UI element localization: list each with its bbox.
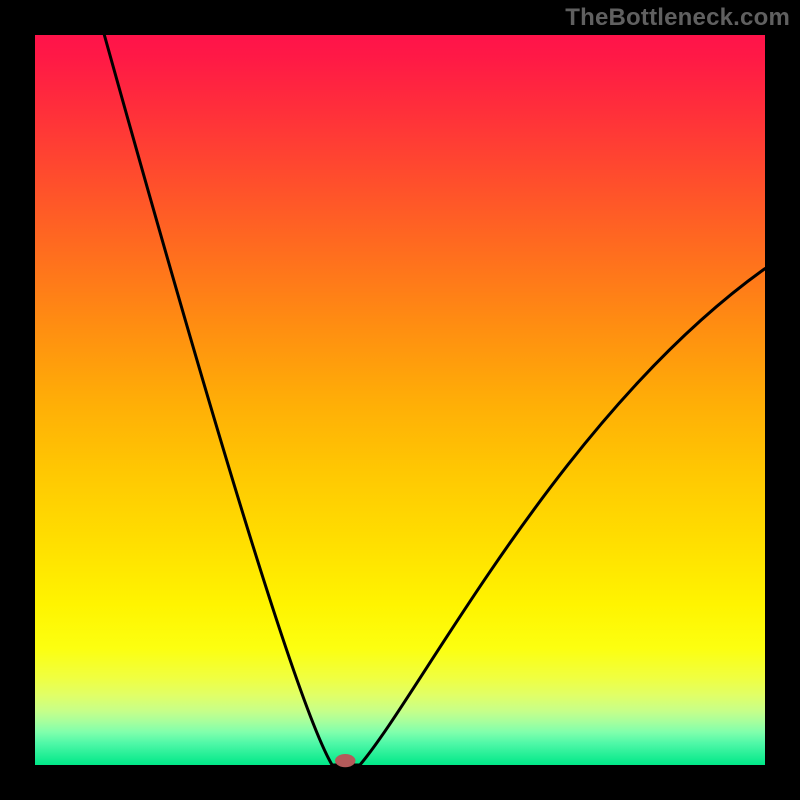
minimum-marker bbox=[335, 754, 355, 767]
chart-container: TheBottleneck.com bbox=[0, 0, 800, 800]
plot-background bbox=[35, 35, 765, 765]
watermark-text: TheBottleneck.com bbox=[565, 4, 790, 32]
bottleneck-chart bbox=[0, 0, 800, 800]
